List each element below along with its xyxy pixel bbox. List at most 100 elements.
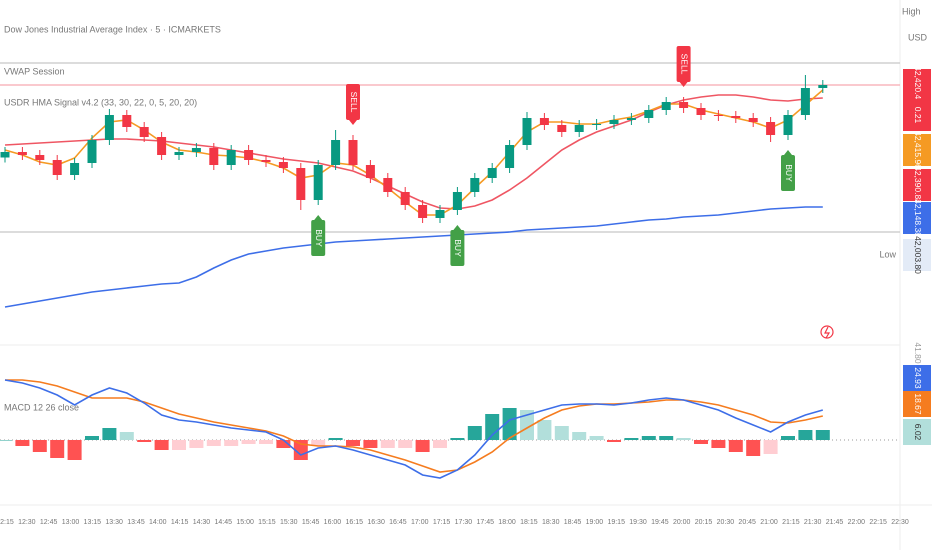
x-tick-label: 13:00: [62, 519, 80, 526]
histogram-bar: [311, 440, 326, 446]
histogram-bar: [380, 440, 395, 448]
indicator-label: MACD 12 26 close: [4, 402, 79, 412]
x-tick-label: 12:30: [18, 519, 36, 526]
x-tick-label: 16:30: [367, 519, 385, 526]
candle-body: [522, 118, 532, 145]
histogram-bar: [589, 436, 604, 440]
x-tick-label: 14:30: [193, 519, 211, 526]
histogram-bar: [798, 430, 813, 440]
histogram-bar: [467, 426, 482, 440]
price-tag-label: 42,148.38: [913, 199, 923, 237]
price-tag-label: 18.67: [913, 393, 923, 415]
candle-body: [713, 115, 723, 116]
histogram-bar: [346, 440, 360, 446]
candle-body: [226, 150, 236, 165]
x-tick-label: 21:15: [782, 519, 800, 526]
indicator-label: USDR HMA Signal v4.2 (33, 30, 22, 0, 5, …: [4, 97, 197, 107]
candle-body: [418, 205, 428, 218]
price-tag: [903, 391, 931, 417]
candle-body: [766, 122, 776, 135]
candle-body: [818, 85, 828, 88]
x-tick-label: 15:45: [302, 519, 320, 526]
price-tag: [903, 69, 931, 101]
candle-body: [278, 162, 288, 168]
candle-body: [174, 152, 184, 155]
histogram-bar: [815, 430, 830, 440]
candle-body: [661, 102, 671, 110]
histogram-bar: [624, 438, 639, 440]
x-tick-label: 15:30: [280, 519, 298, 526]
signal-box: [346, 84, 360, 120]
candle-body: [400, 192, 410, 205]
signal-pointer: [453, 225, 462, 230]
price-tag-label: 42,420.40: [913, 66, 923, 104]
indicator-line: [4, 94, 823, 210]
candle-body: [626, 118, 636, 120]
histogram-bar: [67, 440, 82, 460]
histogram-bar: [224, 440, 239, 446]
x-tick-label: 20:45: [738, 519, 756, 526]
x-tick-label: 15:15: [258, 519, 276, 526]
indicator-label: VWAP Session: [4, 66, 65, 76]
candle-body: [452, 192, 462, 210]
signal-box: [450, 230, 465, 266]
signal-pointer: [784, 150, 792, 155]
x-tick-label: 20:30: [717, 519, 735, 526]
signal-box: [676, 46, 691, 82]
x-tick-label: 13:15: [84, 519, 102, 526]
candle-body: [348, 140, 358, 165]
x-tick-label: 22:00: [848, 519, 866, 526]
price-tag: [903, 134, 931, 166]
x-tick-label: 14:00: [149, 519, 167, 526]
price-tag-label: 42,415.96: [913, 131, 923, 169]
x-tick-label: 14:45: [215, 519, 233, 526]
axis-label: Low: [879, 249, 896, 259]
candle-body: [609, 120, 619, 124]
price-tag-label: 24.93: [913, 367, 923, 389]
histogram-bar: [781, 436, 795, 440]
candle-body: [261, 160, 271, 162]
price-tag: [903, 419, 931, 445]
histogram-bar: [206, 440, 221, 446]
x-tick-label: 22:30: [891, 519, 909, 526]
candle-body: [209, 148, 219, 165]
histogram-bar: [50, 440, 65, 458]
price-tag-label: 0.21: [913, 107, 923, 124]
x-tick-label: 20:00: [673, 519, 691, 526]
signal-pointer: [349, 120, 357, 125]
x-tick-label: 22:15: [869, 519, 887, 526]
x-tick-label: 16:00: [324, 519, 342, 526]
x-tick-label: 21:30: [804, 519, 822, 526]
histogram-bar: [328, 438, 343, 440]
x-tick-label: 18:15: [520, 519, 538, 526]
alert-icon[interactable]: [820, 325, 834, 339]
x-tick-label: 12:45: [40, 519, 58, 526]
price-tag: [903, 239, 931, 271]
x-tick-label: 13:45: [127, 519, 145, 526]
indicator-line: [4, 206, 823, 308]
price-tag-label: 41.80: [913, 342, 923, 364]
price-tag: [903, 169, 931, 201]
signal-pointer: [314, 215, 323, 220]
histogram-bar: [450, 438, 465, 440]
price-tag: [903, 99, 931, 131]
candle-body: [70, 163, 80, 175]
signal-box: [311, 220, 326, 256]
histogram-bar: [0, 440, 12, 441]
x-tick-label: 17:45: [476, 519, 494, 526]
candle-body: [383, 178, 393, 192]
x-tick-label: 12:15: [0, 519, 14, 526]
candle-body: [365, 165, 375, 178]
signal-label: BUY: [314, 229, 324, 247]
candle-body: [35, 155, 45, 160]
candle-body: [800, 88, 810, 115]
candle-body: [122, 115, 132, 127]
x-tick-label: 19:00: [586, 519, 604, 526]
histogram-bar: [554, 426, 569, 440]
histogram-bar: [502, 408, 517, 440]
candle-body: [244, 150, 254, 160]
histogram-bar: [763, 440, 778, 454]
macd-line: [4, 379, 824, 479]
